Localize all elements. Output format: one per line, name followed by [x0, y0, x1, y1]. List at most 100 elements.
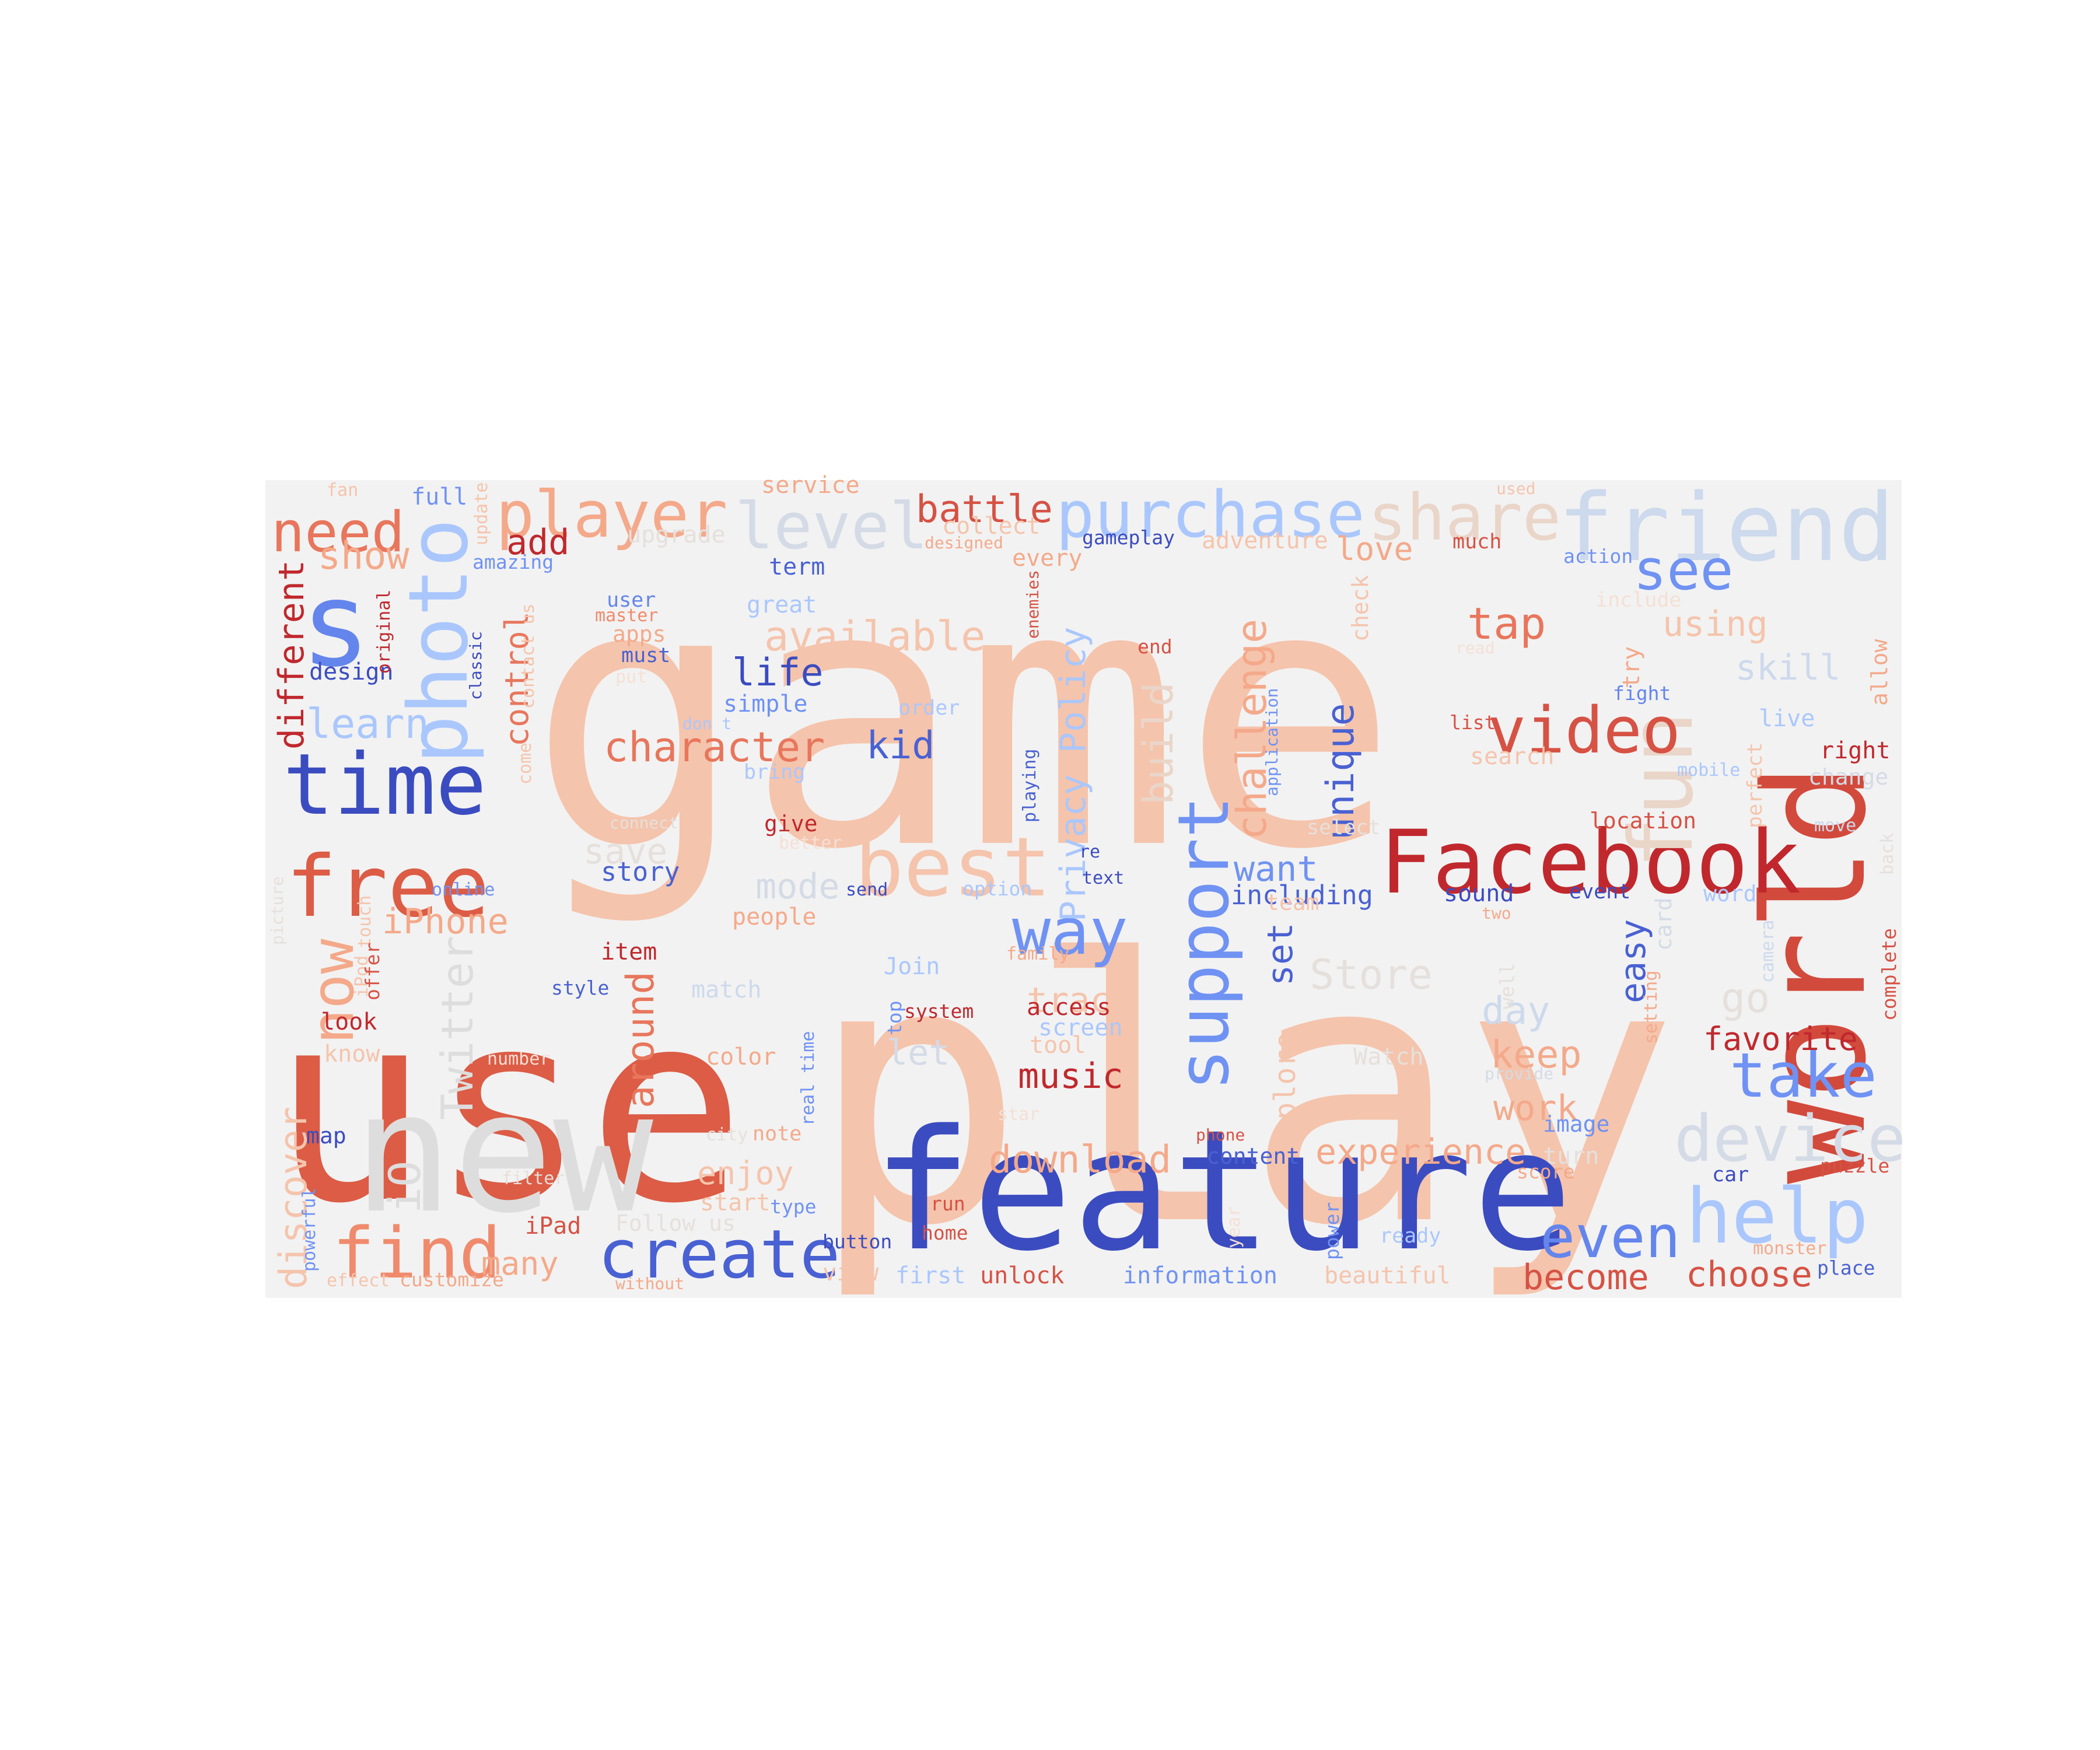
word-well: well [1496, 963, 1518, 1009]
word-level: level [735, 489, 928, 564]
word-camera: camera [1758, 920, 1778, 983]
word-unique: unique [1319, 703, 1363, 840]
word-explore: explore [1268, 1032, 1302, 1155]
word-see: see [1633, 538, 1734, 603]
word-enemies: enemies [1023, 570, 1042, 639]
word-build: build [1135, 682, 1182, 805]
word-home: home [922, 1222, 968, 1244]
word-let: let [887, 1032, 950, 1073]
word-apps: apps [612, 621, 666, 647]
word-location: location [1590, 808, 1696, 834]
word-join: Join [884, 953, 940, 980]
word-user: user [607, 589, 656, 612]
word-family: family [1006, 944, 1069, 964]
word-check: check [1348, 575, 1373, 642]
word-adventure: adventure [1202, 527, 1328, 554]
word-device: device [1674, 1101, 1906, 1176]
word-beautiful: beautiful [1324, 1262, 1451, 1289]
word-tool: tool [1030, 1032, 1086, 1059]
word-download: download [989, 1138, 1171, 1182]
word-first: first [895, 1262, 965, 1289]
word-skill: skill [1735, 648, 1841, 688]
word-provide: provide [1485, 1064, 1553, 1083]
word-favorite: favorite [1703, 1020, 1858, 1058]
word-character: character [604, 723, 825, 771]
word-live: live [1759, 705, 1815, 732]
word-world: world [1734, 763, 1897, 1184]
word-word: word [1703, 881, 1757, 907]
word-best: best [855, 820, 1051, 915]
word-add: add [506, 522, 569, 563]
word-perfect: perfect [1744, 742, 1767, 828]
word-complete: complete [1878, 928, 1901, 1021]
word-connect: connect [610, 813, 678, 832]
word-work: work [1493, 1088, 1578, 1129]
word-select: select [1307, 816, 1380, 839]
word-show: show [318, 534, 410, 578]
word-full: full [411, 484, 467, 510]
word-content: content [1206, 1143, 1300, 1169]
word-friend: friend [1558, 473, 1895, 582]
word-day: day [1482, 989, 1550, 1033]
word-year: year [1224, 1206, 1244, 1248]
word-access: access [1027, 994, 1111, 1021]
word-new: new [353, 1056, 654, 1250]
word-design: design [309, 659, 394, 685]
word-iphone: iPhone [382, 901, 509, 942]
word-mode: mode [755, 866, 840, 907]
word-different: different [271, 560, 312, 750]
word-color: color [706, 1044, 776, 1070]
word-enjoy: enjoy [697, 1154, 794, 1192]
word-score: score [1517, 1160, 1574, 1183]
word-touch: touch [355, 895, 375, 948]
word-photo: photo [391, 519, 487, 764]
word-number: number [487, 1049, 550, 1069]
word-find: find [332, 1213, 501, 1294]
word-option: option [963, 877, 1032, 900]
word-io: iO [379, 1161, 430, 1213]
word-place: place [1817, 1256, 1875, 1279]
word-button: button [822, 1230, 892, 1253]
word-puzzle: puzzle [1820, 1154, 1889, 1177]
word-start: start [700, 1189, 770, 1216]
word-feature: feature [872, 1094, 1573, 1288]
word-include: include [1595, 589, 1682, 612]
word-application: application [1262, 688, 1282, 796]
word-used: used [1496, 479, 1535, 498]
word-simple: simple [723, 691, 808, 718]
word-star: star [998, 1104, 1040, 1125]
word-designed: designed [925, 533, 1003, 552]
word-help: help [1686, 1172, 1868, 1261]
word-classic: classic [466, 631, 485, 700]
word-play: play [808, 884, 1679, 1305]
word-car: car [1712, 1163, 1749, 1186]
word-two: two [1482, 904, 1511, 923]
word-information: information [1123, 1262, 1278, 1289]
word-set: set [1260, 923, 1301, 986]
word-people: people [732, 904, 817, 930]
word-better: better [779, 833, 842, 853]
word-right: right [1820, 737, 1890, 764]
word-mobile: mobile [1677, 760, 1740, 780]
word-store: Store [1310, 951, 1433, 999]
word-master: master [595, 606, 658, 626]
word-match: match [691, 977, 761, 1003]
word-video: video [1488, 693, 1681, 768]
word-player: player [496, 477, 727, 552]
word-discover: discover [272, 1107, 316, 1289]
word-map: map [306, 1123, 346, 1149]
word-powerful: powerful [299, 1188, 320, 1272]
word-life: life [732, 651, 824, 695]
word-free: free [286, 838, 489, 936]
word-fun: fun [1611, 711, 1713, 869]
word-card: card [1651, 897, 1676, 951]
word-kid: kid [866, 724, 935, 768]
word-much: much [1452, 530, 1502, 554]
word-take: take [1730, 1040, 1877, 1111]
word-run: run [930, 1192, 965, 1215]
word-screen: screen [1038, 1014, 1123, 1041]
word-service: service [761, 472, 860, 499]
word-event: event [1569, 880, 1630, 904]
word-become: become [1522, 1257, 1649, 1298]
word-collect: collect [942, 513, 1041, 540]
